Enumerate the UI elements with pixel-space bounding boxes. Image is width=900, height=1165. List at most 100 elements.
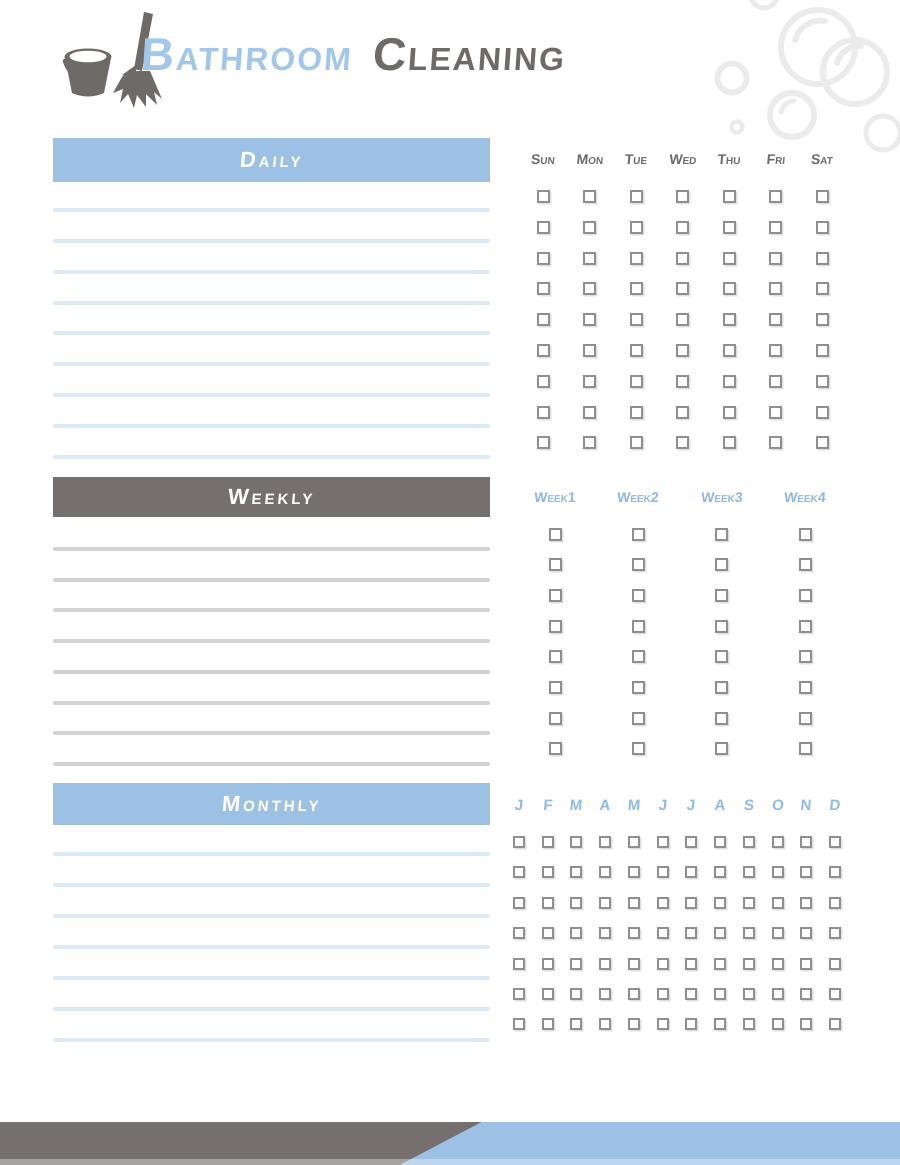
monthly-checkbox[interactable] [742,927,755,940]
monthly-checkbox[interactable] [599,1018,612,1031]
daily-checkbox[interactable] [583,313,596,327]
monthly-checkbox[interactable] [800,988,813,1000]
daily-checkbox[interactable] [629,190,643,203]
daily-checkbox[interactable] [629,251,643,265]
monthly-checkbox[interactable] [800,866,813,879]
daily-checkbox[interactable] [583,190,596,203]
monthly-checkbox[interactable] [627,866,640,879]
weekly-checkbox[interactable] [548,650,562,664]
daily-checkbox[interactable] [536,220,550,234]
daily-checkbox[interactable] [769,374,782,388]
weekly-checkbox[interactable] [715,527,729,541]
daily-checkbox[interactable] [815,313,829,327]
monthly-checkbox[interactable] [714,957,727,970]
monthly-checkbox[interactable] [656,836,669,848]
daily-checkbox[interactable] [629,313,643,327]
weekly-checkbox[interactable] [798,681,812,694]
daily-checkbox[interactable] [536,436,550,450]
daily-checkbox[interactable] [815,251,829,265]
monthly-checkbox[interactable] [656,1018,669,1031]
daily-checkbox[interactable] [676,220,689,234]
weekly-checkbox[interactable] [548,527,562,541]
monthly-checkbox[interactable] [714,896,727,909]
daily-checkbox[interactable] [583,220,596,234]
monthly-checkbox[interactable] [656,866,669,879]
daily-checkbox[interactable] [629,405,643,419]
monthly-checkbox[interactable] [656,927,669,940]
weekly-checkbox[interactable] [715,558,729,572]
weekly-checkbox[interactable] [798,650,812,664]
weekly-checkbox[interactable] [798,742,812,756]
weekly-checkbox[interactable] [715,588,729,602]
daily-checkbox[interactable] [769,313,782,327]
weekly-checkbox[interactable] [631,619,645,633]
weekly-checkbox[interactable] [798,619,812,633]
weekly-checkbox[interactable] [631,558,645,572]
monthly-checkbox[interactable] [714,988,727,1000]
daily-checkbox[interactable] [815,405,829,419]
monthly-checkbox[interactable] [627,1018,640,1031]
weekly-checkbox[interactable] [798,711,812,725]
monthly-checkbox[interactable] [829,836,842,848]
monthly-checkbox[interactable] [714,836,727,848]
weekly-checkbox[interactable] [631,588,645,602]
monthly-checkbox[interactable] [800,927,813,940]
weekly-checkbox[interactable] [631,650,645,664]
monthly-checkbox[interactable] [599,896,612,909]
weekly-checkbox[interactable] [548,588,562,602]
monthly-checkbox[interactable] [685,866,698,879]
daily-checkbox[interactable] [722,190,736,203]
daily-checkbox[interactable] [815,374,829,388]
monthly-checkbox[interactable] [513,866,525,879]
daily-checkbox[interactable] [629,282,643,296]
daily-checkbox[interactable] [583,251,596,265]
daily-checkbox[interactable] [676,282,689,296]
weekly-checkbox[interactable] [548,558,562,572]
monthly-checkbox[interactable] [771,896,784,909]
weekly-checkbox[interactable] [715,619,729,633]
monthly-checkbox[interactable] [627,988,640,1000]
monthly-checkbox[interactable] [771,1018,784,1031]
monthly-checkbox[interactable] [714,1018,727,1031]
monthly-checkbox[interactable] [656,896,669,909]
weekly-checkbox[interactable] [631,742,645,756]
daily-checkbox[interactable] [676,251,689,265]
daily-checkbox[interactable] [676,374,689,388]
daily-checkbox[interactable] [536,313,550,327]
daily-checkbox[interactable] [769,405,782,419]
monthly-checkbox[interactable] [513,836,525,848]
weekly-checkbox[interactable] [548,711,562,725]
monthly-checkbox[interactable] [829,988,842,1000]
monthly-checkbox[interactable] [541,866,554,879]
weekly-checkbox[interactable] [715,681,729,694]
monthly-checkbox[interactable] [627,896,640,909]
monthly-checkbox[interactable] [685,927,698,940]
monthly-checkbox[interactable] [656,988,669,1000]
daily-checkbox[interactable] [629,344,643,357]
monthly-checkbox[interactable] [541,957,554,970]
monthly-checkbox[interactable] [800,836,813,848]
monthly-checkbox[interactable] [742,957,755,970]
daily-checkbox[interactable] [583,405,596,419]
weekly-checkbox[interactable] [715,711,729,725]
daily-checkbox[interactable] [536,282,550,296]
daily-checkbox[interactable] [815,282,829,296]
daily-checkbox[interactable] [536,190,550,203]
monthly-checkbox[interactable] [829,866,842,879]
daily-checkbox[interactable] [629,374,643,388]
monthly-checkbox[interactable] [829,927,842,940]
daily-checkbox[interactable] [722,313,736,327]
monthly-checkbox[interactable] [685,957,698,970]
monthly-checkbox[interactable] [800,957,813,970]
daily-checkbox[interactable] [722,282,736,296]
monthly-checkbox[interactable] [742,836,755,848]
daily-checkbox[interactable] [815,436,829,450]
weekly-checkbox[interactable] [548,681,562,694]
monthly-checkbox[interactable] [570,927,583,940]
monthly-checkbox[interactable] [570,988,583,1000]
daily-checkbox[interactable] [815,220,829,234]
daily-checkbox[interactable] [629,436,643,450]
monthly-checkbox[interactable] [599,836,612,848]
monthly-checkbox[interactable] [800,1018,813,1031]
monthly-checkbox[interactable] [599,957,612,970]
